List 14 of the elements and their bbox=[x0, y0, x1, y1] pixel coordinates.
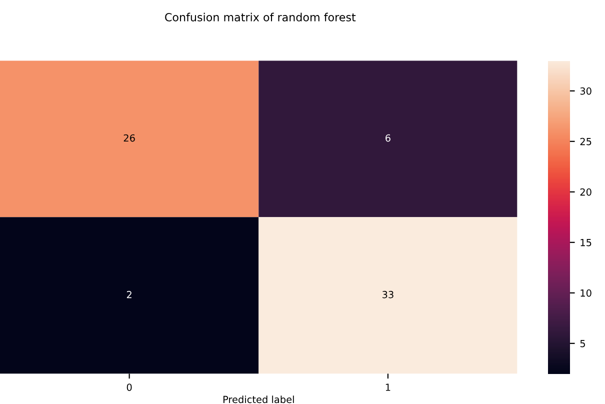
data-label: 2 bbox=[126, 290, 132, 298]
color-bar-label: 25 bbox=[580, 138, 592, 146]
data-label: 26 bbox=[124, 134, 135, 142]
color-bar-label: 5 bbox=[580, 340, 585, 348]
x-tick-label: 0 bbox=[126, 384, 132, 391]
color-bar-label: 20 bbox=[580, 188, 592, 196]
x-axis-title: Predicted label bbox=[223, 396, 294, 404]
color-bar-label: 30 bbox=[580, 87, 592, 95]
x-tick-label: 1 bbox=[386, 384, 390, 391]
data-label: 33 bbox=[382, 290, 394, 298]
color-bar-label: 10 bbox=[580, 289, 592, 297]
chart-title: Confusion matrix of random forest bbox=[165, 12, 356, 22]
data-label: 6 bbox=[386, 134, 390, 142]
color-bar-label: 15 bbox=[580, 239, 592, 246]
